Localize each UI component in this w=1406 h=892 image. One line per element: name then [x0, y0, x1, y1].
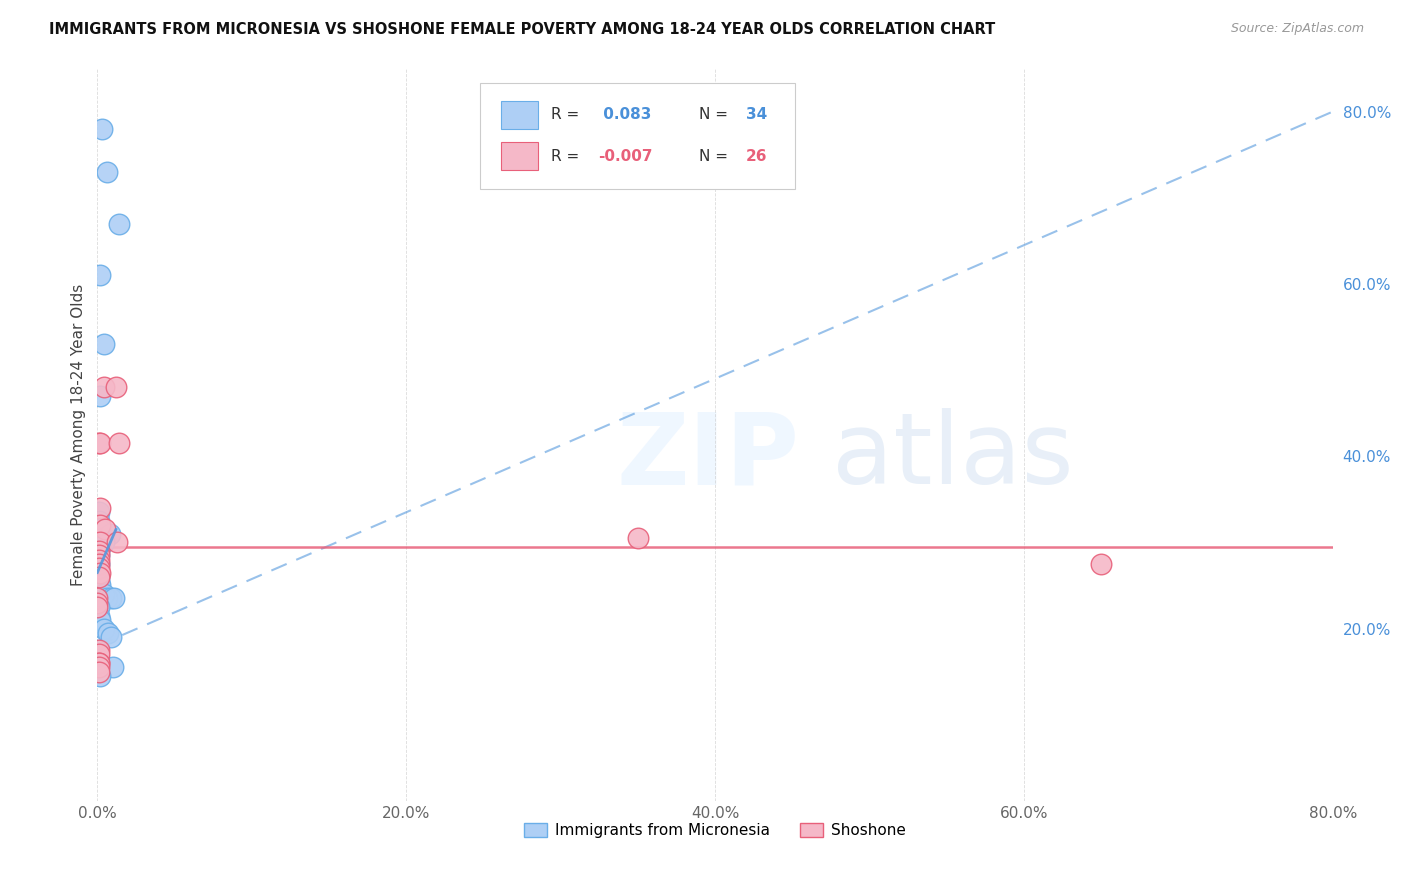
Point — [87, 561, 110, 575]
Text: ZIP: ZIP — [616, 409, 799, 505]
Point — [108, 217, 131, 231]
Point — [93, 337, 115, 351]
Point — [91, 531, 114, 545]
Point — [86, 566, 108, 580]
Point — [93, 380, 115, 394]
Text: 0.083: 0.083 — [598, 107, 651, 122]
Point — [89, 500, 111, 515]
Text: -0.007: -0.007 — [598, 149, 652, 164]
Point — [87, 514, 110, 528]
Point — [107, 535, 129, 549]
Point — [87, 505, 110, 519]
Text: 34: 34 — [747, 107, 768, 122]
Point — [86, 643, 108, 657]
Point — [93, 535, 115, 549]
Point — [104, 380, 127, 394]
Point — [108, 436, 131, 450]
Text: atlas: atlas — [832, 409, 1074, 505]
Point — [87, 656, 110, 670]
Text: R =: R = — [551, 149, 583, 164]
Point — [94, 531, 117, 545]
Point — [87, 574, 110, 589]
Point — [87, 549, 110, 563]
Text: IMMIGRANTS FROM MICRONESIA VS SHOSHONE FEMALE POVERTY AMONG 18-24 YEAR OLDS CORR: IMMIGRANTS FROM MICRONESIA VS SHOSHONE F… — [49, 22, 995, 37]
Point — [89, 669, 111, 683]
Text: N =: N = — [699, 107, 733, 122]
Text: R =: R = — [551, 107, 583, 122]
Y-axis label: Female Poverty Among 18-24 Year Olds: Female Poverty Among 18-24 Year Olds — [72, 284, 86, 586]
Point — [89, 268, 111, 283]
Point — [89, 578, 111, 592]
Point — [93, 587, 115, 601]
Point — [97, 625, 120, 640]
Point — [96, 165, 118, 179]
Bar — [502, 101, 538, 128]
Point — [93, 622, 115, 636]
Point — [89, 540, 111, 554]
Point — [89, 613, 111, 627]
Point — [86, 596, 108, 610]
Point — [87, 570, 110, 584]
Bar — [502, 143, 538, 170]
Point — [627, 531, 650, 545]
Point — [89, 518, 111, 533]
Point — [101, 660, 124, 674]
Point — [87, 557, 110, 571]
Text: Source: ZipAtlas.com: Source: ZipAtlas.com — [1230, 22, 1364, 36]
Point — [87, 552, 110, 566]
Point — [100, 630, 122, 644]
Point — [96, 591, 118, 606]
Point — [89, 389, 111, 403]
Point — [87, 651, 110, 665]
Point — [87, 643, 110, 657]
Point — [87, 549, 110, 563]
Point — [87, 660, 110, 674]
Legend: Immigrants from Micronesia, Shoshone: Immigrants from Micronesia, Shoshone — [519, 817, 912, 845]
Point — [87, 648, 110, 662]
Point — [87, 656, 110, 670]
Point — [87, 600, 110, 615]
Point — [87, 570, 110, 584]
Point — [98, 526, 121, 541]
Point — [87, 557, 110, 571]
Point — [87, 436, 110, 450]
Point — [86, 600, 108, 615]
Point — [94, 523, 117, 537]
Point — [89, 535, 111, 549]
FancyBboxPatch shape — [481, 83, 796, 189]
Text: 26: 26 — [747, 149, 768, 164]
Point — [103, 591, 125, 606]
Point — [87, 608, 110, 623]
Text: N =: N = — [699, 149, 733, 164]
Point — [86, 591, 108, 606]
Point — [87, 665, 110, 679]
Point — [87, 544, 110, 558]
Point — [1090, 557, 1112, 571]
Point — [87, 523, 110, 537]
Point — [91, 121, 114, 136]
Point — [100, 591, 122, 606]
Point — [89, 566, 111, 580]
Point — [89, 436, 111, 450]
